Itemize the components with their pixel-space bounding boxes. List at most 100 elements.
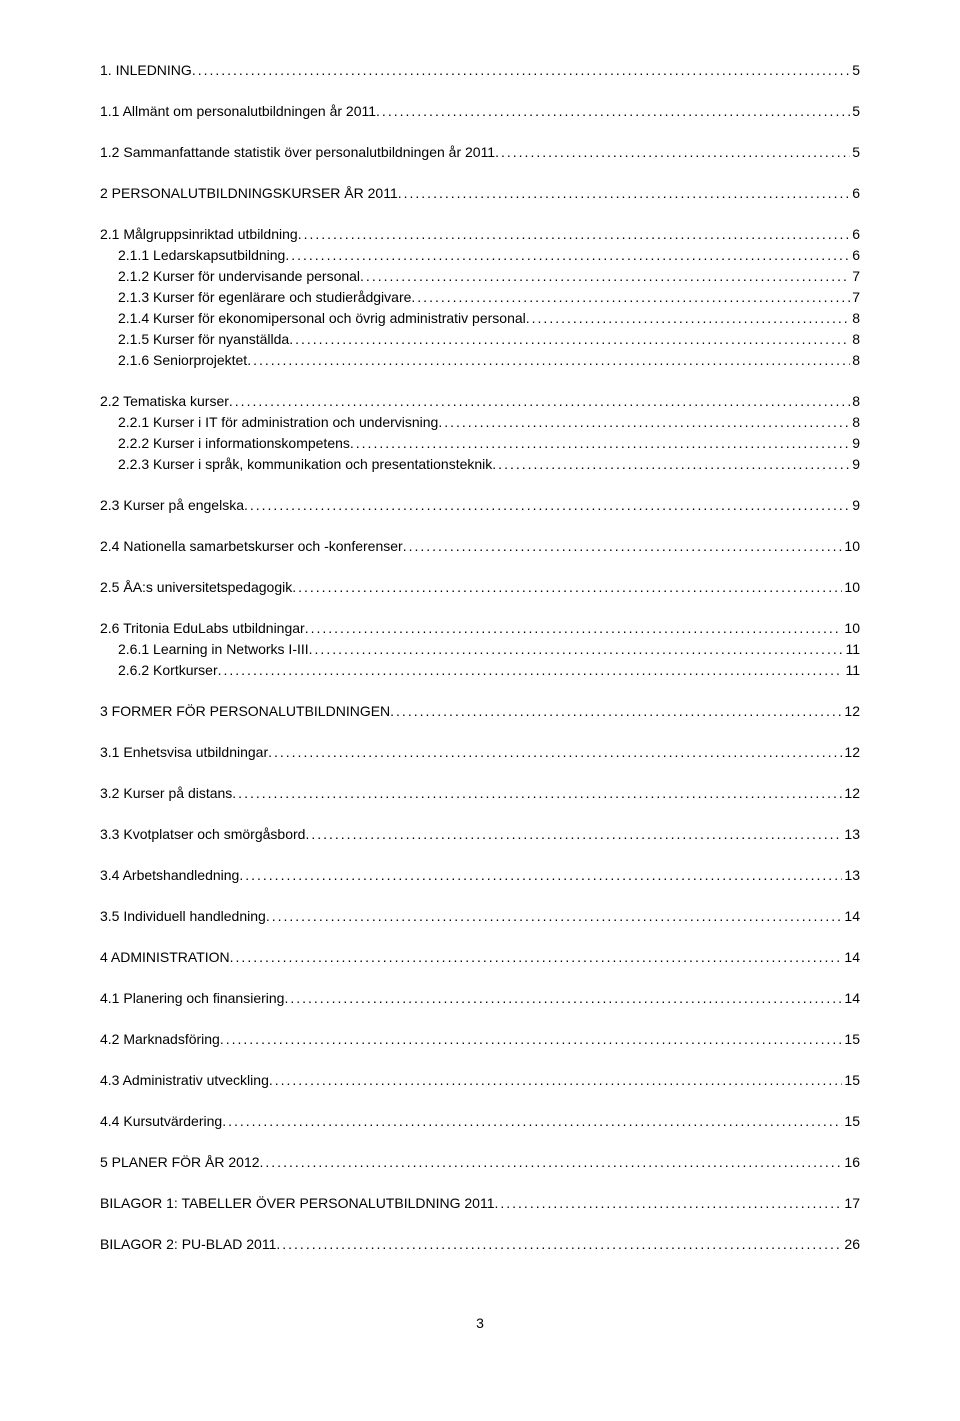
toc-entry-title: 5 PLANER FÖR ÅR 2012 — [100, 1152, 260, 1173]
toc-entry-title: 2.6.2 Kortkurser — [118, 660, 218, 681]
toc-entry: 3 FORMER FÖR PERSONALUTBILDNINGEN 12 — [100, 701, 860, 722]
toc-entry-title: 4.3 Administrativ utveckling — [100, 1070, 269, 1091]
toc-leader-dots — [494, 1193, 842, 1214]
toc-spacer — [100, 845, 860, 865]
toc-leader-dots — [309, 639, 844, 660]
toc-leader-dots — [403, 536, 843, 557]
toc-entry: 5 PLANER FÖR ÅR 2012 16 — [100, 1152, 860, 1173]
toc-leader-dots — [492, 454, 850, 475]
toc-entry: 2.2.1 Kurser i IT för administration och… — [118, 412, 860, 433]
toc-entry-title: 2.1.4 Kurser för ekonomipersonal och övr… — [118, 308, 526, 329]
toc-leader-dots — [266, 906, 843, 927]
toc-spacer — [100, 598, 860, 618]
toc-leader-dots — [292, 577, 842, 598]
toc-entry-title: 2.1.5 Kurser för nyanställda — [118, 329, 289, 350]
toc-entry-page: 15 — [842, 1029, 860, 1050]
toc-entry-title: 3.5 Individuell handledning — [100, 906, 266, 927]
toc-entry: 4.4 Kursutvärdering 15 — [100, 1111, 860, 1132]
toc-entry-title: 2.3 Kurser på engelska — [100, 495, 244, 516]
toc-entry: 3.1 Enhetsvisa utbildningar 12 — [100, 742, 860, 763]
toc-leader-dots — [232, 783, 842, 804]
toc-entry-title: 2.6 Tritonia EduLabs utbildningar — [100, 618, 305, 639]
toc-entry-page: 13 — [842, 824, 860, 845]
toc-entry-title: 1. INLEDNING — [100, 60, 192, 81]
toc-entry-page: 8 — [850, 350, 860, 371]
toc-entry-page: 8 — [850, 391, 860, 412]
toc-entry-title: 2.1 Målgruppsinriktad utbildning — [100, 224, 298, 245]
toc-entry-title: 4.1 Planering och finansiering — [100, 988, 284, 1009]
toc-spacer — [100, 1050, 860, 1070]
toc-leader-dots — [305, 824, 842, 845]
toc-entry: 2.2 Tematiska kurser 8 — [100, 391, 860, 412]
toc-entry-page: 5 — [850, 142, 860, 163]
toc-entry: 3.2 Kurser på distans 12 — [100, 783, 860, 804]
toc-entry-title: 2.1.2 Kurser för undervisande personal — [118, 266, 360, 287]
toc-entry: 1. INLEDNING 5 — [100, 60, 860, 81]
toc-entry: BILAGOR 2: PU-BLAD 2011 26 — [100, 1234, 860, 1255]
toc-entry-page: 11 — [843, 660, 860, 681]
toc-entry-title: 3.4 Arbetshandledning — [100, 865, 239, 886]
toc-entry-page: 14 — [842, 988, 860, 1009]
toc-spacer — [100, 681, 860, 701]
toc-entry-title: 2.5 ÅA:s universitetspedagogik — [100, 577, 292, 598]
toc-leader-dots — [398, 183, 850, 204]
toc-spacer — [100, 1009, 860, 1029]
toc-entry-title: 3.1 Enhetsvisa utbildningar — [100, 742, 268, 763]
toc-spacer — [100, 968, 860, 988]
toc-leader-dots — [192, 60, 850, 81]
toc-entry-page: 10 — [842, 536, 860, 557]
toc-entry-page: 9 — [850, 454, 860, 475]
toc-entry: 2.1.6 Seniorprojektet 8 — [118, 350, 860, 371]
toc-leader-dots — [230, 947, 843, 968]
table-of-contents: 1. INLEDNING 5 1.1 Allmänt om personalutb… — [100, 60, 860, 1255]
toc-spacer — [100, 927, 860, 947]
toc-entry-title: 1.1 Allmänt om personalutbildningen år 2… — [100, 101, 376, 122]
toc-leader-dots — [305, 618, 843, 639]
toc-leader-dots — [411, 287, 850, 308]
toc-entry: 2.3 Kurser på engelska 9 — [100, 495, 860, 516]
toc-entry-page: 17 — [842, 1193, 860, 1214]
toc-spacer — [100, 81, 860, 101]
page-number: 3 — [100, 1315, 860, 1331]
toc-entry: 1.1 Allmänt om personalutbildningen år 2… — [100, 101, 860, 122]
toc-spacer — [100, 886, 860, 906]
toc-spacer — [100, 804, 860, 824]
toc-entry: 3.5 Individuell handledning 14 — [100, 906, 860, 927]
toc-entry: 4.3 Administrativ utveckling 15 — [100, 1070, 860, 1091]
toc-entry-title: 3.3 Kvotplatser och smörgåsbord — [100, 824, 305, 845]
toc-leader-dots — [526, 308, 850, 329]
toc-entry: 2.1.4 Kurser för ekonomipersonal och övr… — [118, 308, 860, 329]
toc-entry-page: 5 — [850, 60, 860, 81]
toc-leader-dots — [269, 1070, 843, 1091]
toc-entry-page: 8 — [850, 329, 860, 350]
toc-entry-title: 4 ADMINISTRATION — [100, 947, 230, 968]
toc-entry: 2.5 ÅA:s universitetspedagogik 10 — [100, 577, 860, 598]
toc-leader-dots — [222, 1111, 842, 1132]
toc-entry-page: 7 — [850, 266, 860, 287]
toc-entry-title: 4.2 Marknadsföring — [100, 1029, 220, 1050]
toc-leader-dots — [390, 701, 842, 722]
toc-spacer — [100, 763, 860, 783]
toc-entry-title: 2.1.1 Ledarskapsutbildning — [118, 245, 285, 266]
toc-entry-title: 2.2.2 Kurser i informationskompetens — [118, 433, 350, 454]
toc-entry: 2.6.1 Learning in Networks I-III 11 — [118, 639, 860, 660]
toc-entry-page: 9 — [850, 495, 860, 516]
toc-leader-dots — [218, 660, 844, 681]
toc-entry: BILAGOR 1: TABELLER ÖVER PERSONALUTBILDN… — [100, 1193, 860, 1214]
toc-entry-page: 6 — [850, 245, 860, 266]
toc-leader-dots — [244, 495, 850, 516]
toc-entry-page: 11 — [843, 639, 860, 660]
toc-entry: 2.1.5 Kurser för nyanställda 8 — [118, 329, 860, 350]
toc-entry-title: 2.2.1 Kurser i IT för administration och… — [118, 412, 438, 433]
toc-entry-title: 2.6.1 Learning in Networks I-III — [118, 639, 309, 660]
toc-entry-page: 8 — [850, 412, 860, 433]
toc-entry-page: 5 — [850, 101, 860, 122]
toc-entry: 2.2.3 Kurser i språk, kommunikation och … — [118, 454, 860, 475]
toc-entry-title: 3 FORMER FÖR PERSONALUTBILDNINGEN — [100, 701, 390, 722]
toc-leader-dots — [289, 329, 850, 350]
toc-entry: 2.4 Nationella samarbetskurser och -konf… — [100, 536, 860, 557]
toc-leader-dots — [239, 865, 842, 886]
toc-leader-dots — [298, 224, 851, 245]
toc-leader-dots — [247, 350, 850, 371]
toc-entry: 4.2 Marknadsföring 15 — [100, 1029, 860, 1050]
